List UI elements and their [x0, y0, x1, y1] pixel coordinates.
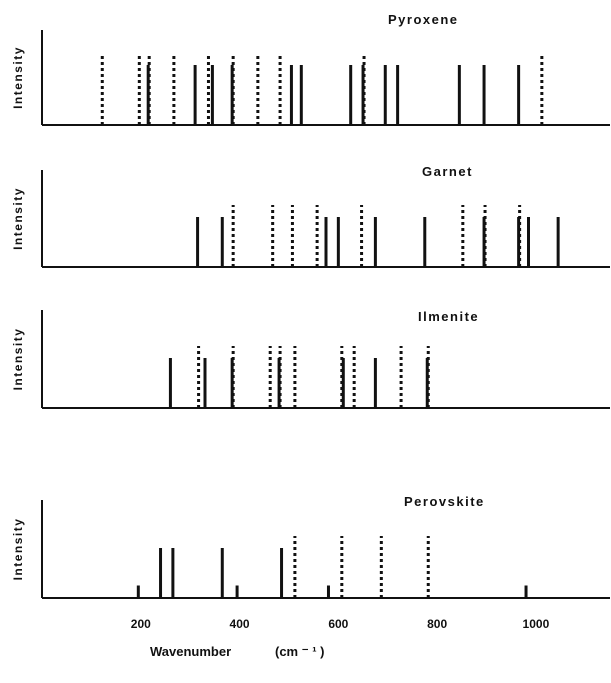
- x-tick-label: 1000: [523, 617, 550, 631]
- panel-perovskite: Perovskite Intensity 200 400 600 800 1000: [11, 494, 610, 631]
- panel-title: Perovskite: [404, 494, 485, 509]
- panel-title: Garnet: [422, 164, 473, 179]
- panel-ilmenite: Ilmenite Intensity: [11, 309, 610, 409]
- panel-title: Ilmenite: [418, 309, 479, 324]
- panel-pyroxene: Pyroxene Intensity: [11, 12, 610, 126]
- panel-garnet: Garnet Intensity: [11, 164, 610, 268]
- y-axis-label: Intensity: [11, 328, 25, 391]
- x-tick-label: 800: [427, 617, 447, 631]
- panel-title: Pyroxene: [388, 12, 459, 27]
- y-axis-label: Intensity: [11, 46, 25, 109]
- x-tick-label: 200: [131, 617, 151, 631]
- x-axis-label: Wavenumber: [150, 644, 231, 659]
- y-axis-label: Intensity: [11, 187, 25, 250]
- x-tick-label: 600: [328, 617, 348, 631]
- panels: PyroxeneIntensityGarnetIntensityIlmenite…: [11, 12, 610, 631]
- y-axis-label: Intensity: [11, 518, 25, 581]
- x-axis-unit: (cm ⁻ ¹ ): [275, 644, 324, 659]
- x-tick-label: 400: [230, 617, 250, 631]
